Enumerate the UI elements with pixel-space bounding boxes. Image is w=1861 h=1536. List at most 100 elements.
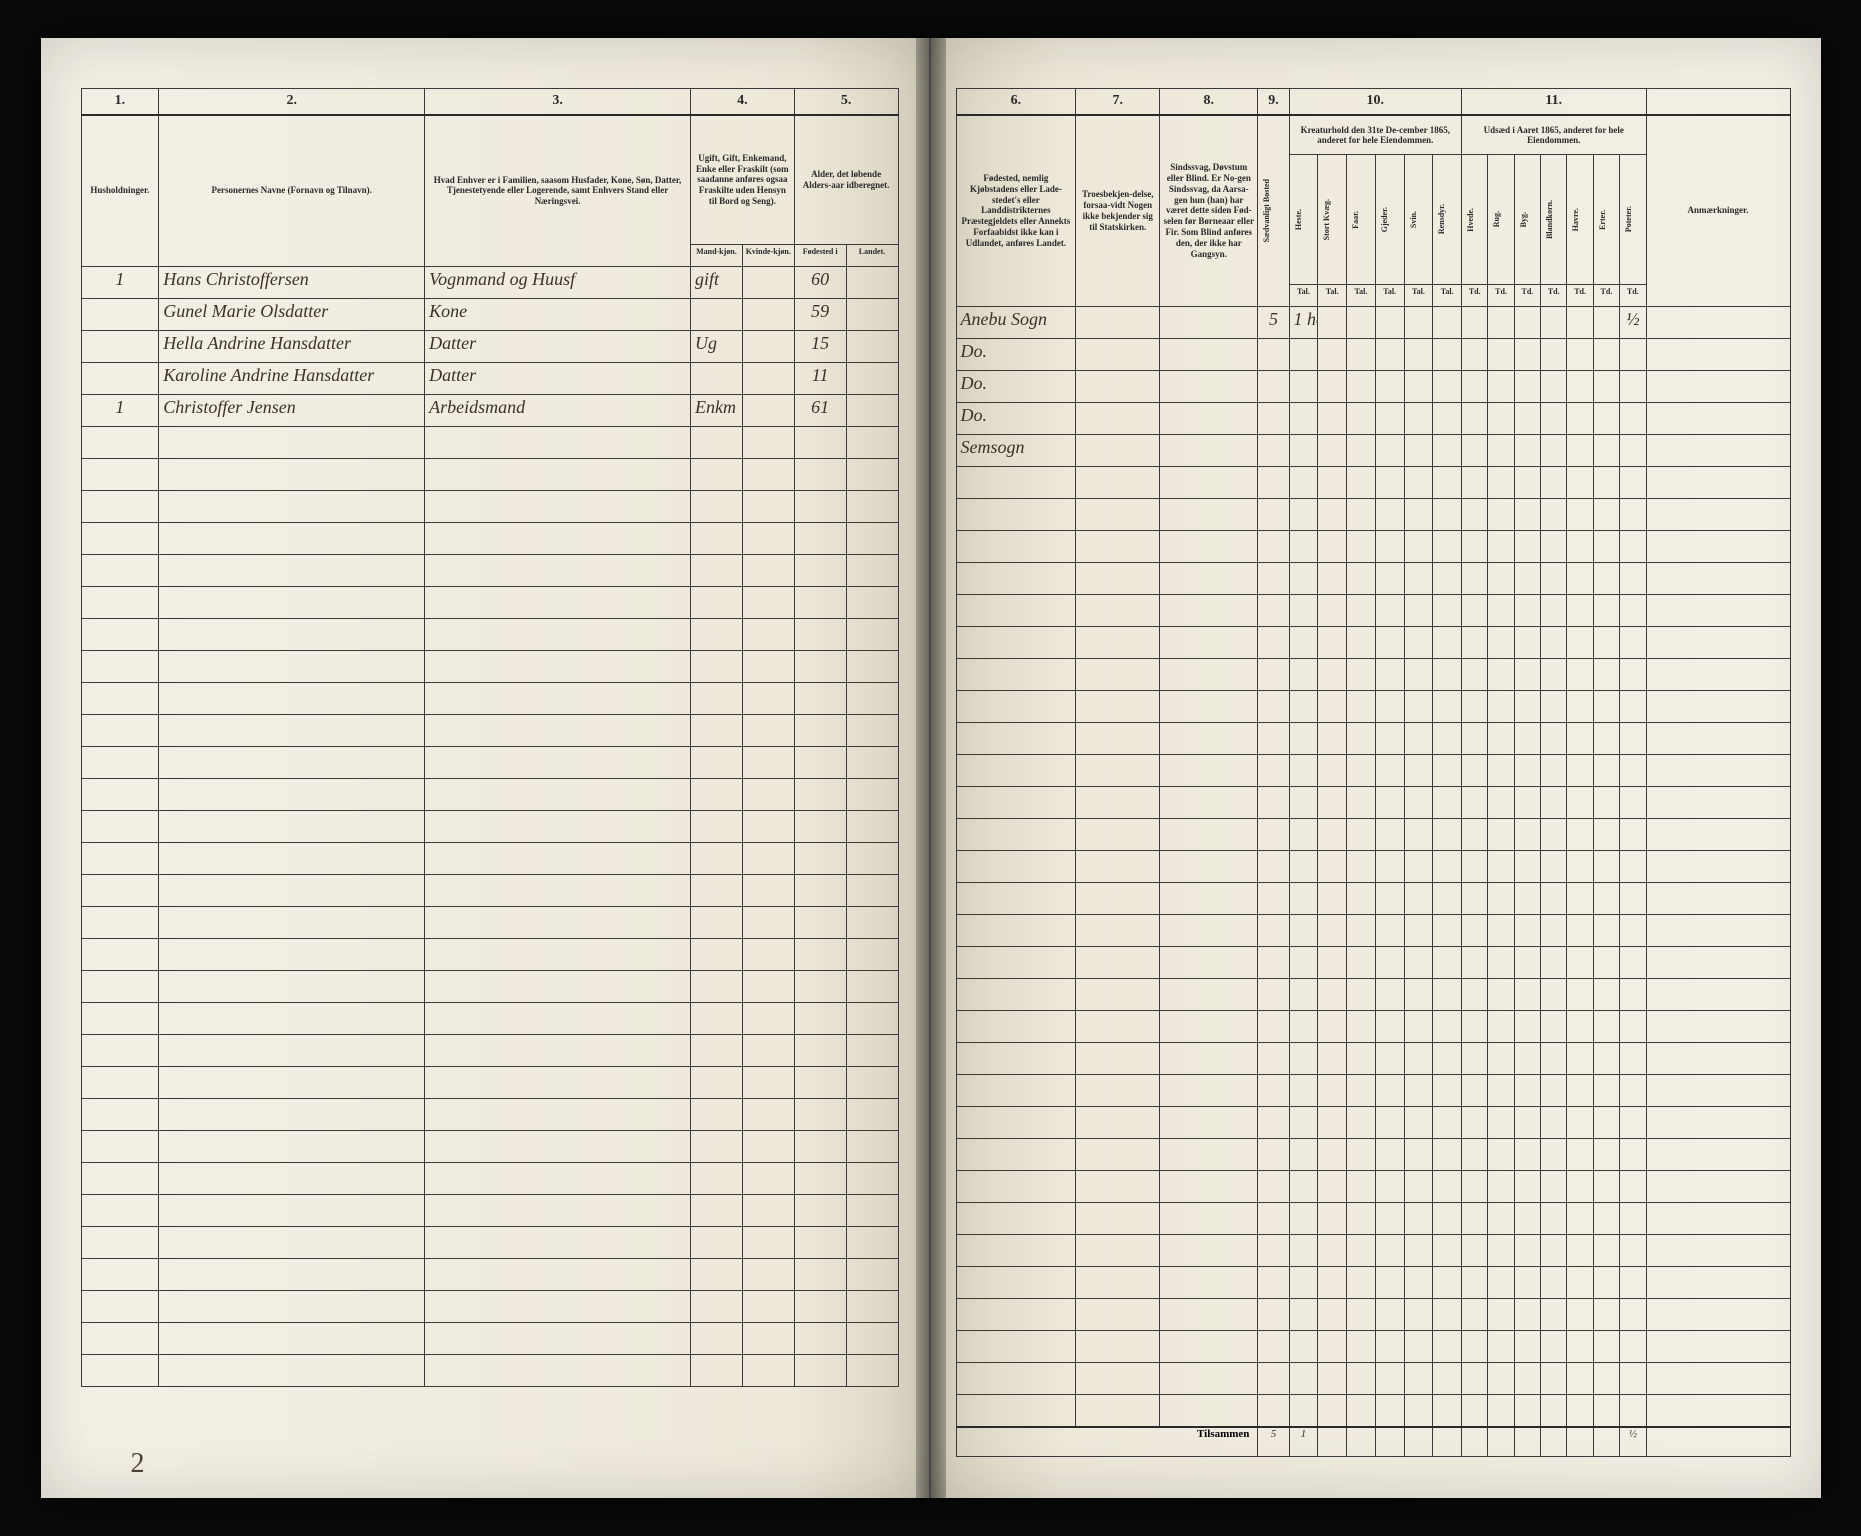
- empty-row: [956, 1011, 1790, 1043]
- empty-row: [956, 467, 1790, 499]
- sub-5a: Fødested i: [794, 245, 846, 267]
- cell-11-7: [1620, 371, 1646, 403]
- cell-birthplace: Anebu Sogn: [956, 307, 1076, 339]
- col-num-7: 7.: [1076, 89, 1160, 115]
- cell-10-1: [1289, 339, 1318, 371]
- sub-11-5: Havre.: [1567, 155, 1593, 285]
- cell-9: [1258, 403, 1289, 435]
- cell-remarks: [1646, 371, 1790, 403]
- header-5: Alder, det løbende Alders-aar idberegnet…: [794, 115, 898, 245]
- sub-10-3: Faar.: [1347, 155, 1376, 285]
- cell-11-x: [1488, 307, 1514, 339]
- cell-status-f: [742, 363, 794, 395]
- cell-10-x: [1347, 307, 1376, 339]
- table-row: Do.: [956, 371, 1790, 403]
- sub-10-6: Rensdyr.: [1433, 155, 1462, 285]
- empty-row: [956, 627, 1790, 659]
- header-4: Ugift, Gift, Enkemand, Enke eller Fraski…: [690, 115, 794, 245]
- unit-11-7: Td.: [1620, 285, 1646, 307]
- cell-10-x: [1404, 371, 1433, 403]
- empty-row: [81, 971, 898, 1003]
- table-row: Gunel Marie OlsdatterKone59: [81, 299, 898, 331]
- cell-status-m: gift: [690, 267, 742, 299]
- unit-11-1: Td.: [1462, 285, 1488, 307]
- sub-10-2: Stort Kvæg.: [1318, 155, 1347, 285]
- cell-10-x: [1404, 307, 1433, 339]
- cell-11-x: [1514, 435, 1540, 467]
- totals-label: Tilsammen: [956, 1427, 1258, 1457]
- sub-11-4: Blandkorn.: [1541, 155, 1567, 285]
- cell-7: [1076, 307, 1160, 339]
- col-num-8: 8.: [1160, 89, 1258, 115]
- cell-11-x: [1593, 307, 1619, 339]
- cell-10-1: [1289, 403, 1318, 435]
- cell-relation: Datter: [425, 331, 691, 363]
- cell-birthplace: Do.: [956, 339, 1076, 371]
- empty-row: [956, 851, 1790, 883]
- empty-row: [81, 715, 898, 747]
- cell-11-x: [1593, 339, 1619, 371]
- empty-row: [81, 1035, 898, 1067]
- col-num-10: 10.: [1289, 89, 1462, 115]
- cell-9: 5: [1258, 307, 1289, 339]
- header-7: Troesbekjen-delse, forsaa-vidt Nogen ikk…: [1076, 115, 1160, 307]
- cell-11-x: [1462, 403, 1488, 435]
- cell-10-x: [1318, 307, 1347, 339]
- cell-11-x: [1541, 435, 1567, 467]
- left-page: 1. 2. 3. 4. 5. Husholdninger. Personerne…: [41, 38, 931, 1498]
- cell-11-x: [1567, 371, 1593, 403]
- empty-row: [956, 1043, 1790, 1075]
- sub-4a: Mand-kjøn.: [690, 245, 742, 267]
- empty-row: [81, 651, 898, 683]
- cell-household: [81, 299, 159, 331]
- cell-10-x: [1375, 403, 1404, 435]
- empty-row: [956, 787, 1790, 819]
- table-row: Hella Andrine HansdatterDatterUg15: [81, 331, 898, 363]
- cell-10-x: [1347, 435, 1376, 467]
- cell-age: 61: [794, 395, 846, 427]
- empty-row: [956, 1299, 1790, 1331]
- empty-row: [81, 427, 898, 459]
- cell-11-x: [1593, 435, 1619, 467]
- empty-row: [81, 1003, 898, 1035]
- cell-status-f: [742, 267, 794, 299]
- unit-10-2: Tal.: [1318, 285, 1347, 307]
- unit-11-3: Td.: [1514, 285, 1540, 307]
- cell-age: 11: [794, 363, 846, 395]
- table-row: 1Hans ChristoffersenVognmand og Huusfgif…: [81, 267, 898, 299]
- cell-11-7: ½: [1620, 307, 1646, 339]
- empty-row: [956, 947, 1790, 979]
- cell-10-x: [1433, 307, 1462, 339]
- cell-10-x: [1347, 403, 1376, 435]
- cell-11-x: [1514, 403, 1540, 435]
- cell-9: [1258, 435, 1289, 467]
- unit-11-4: Td.: [1541, 285, 1567, 307]
- empty-row: [81, 555, 898, 587]
- header-8: Sindssvag, Døvstum eller Blind. Er No-ge…: [1160, 115, 1258, 307]
- empty-row: [81, 939, 898, 971]
- cell-status-m: [690, 363, 742, 395]
- header-10-top: Kreaturhold den 31te De-cember 1865, and…: [1289, 115, 1462, 155]
- col-num-1: 1.: [81, 89, 159, 115]
- cell-10-x: [1375, 307, 1404, 339]
- cell-11-x: [1541, 307, 1567, 339]
- cell-relation: Vognmand og Huusf: [425, 267, 691, 299]
- empty-row: [81, 1163, 898, 1195]
- empty-row: [956, 979, 1790, 1011]
- empty-row: [956, 499, 1790, 531]
- header-9: Sædvanligt Bosted: [1258, 115, 1289, 307]
- cell-10-1: [1289, 371, 1318, 403]
- header-1: Husholdninger.: [81, 115, 159, 267]
- empty-row: [81, 843, 898, 875]
- empty-row: [956, 755, 1790, 787]
- col-num-3: 3.: [425, 89, 691, 115]
- left-table-body: 1Hans ChristoffersenVognmand og Huusfgif…: [81, 267, 898, 1387]
- table-row: Anebu Sogn51 hest½: [956, 307, 1790, 339]
- empty-row: [81, 619, 898, 651]
- total-col9: 5: [1258, 1427, 1289, 1457]
- cell-11-x: [1462, 339, 1488, 371]
- cell-10-x: [1433, 403, 1462, 435]
- cell-birthplace: Do.: [956, 371, 1076, 403]
- empty-row: [956, 819, 1790, 851]
- cell-11-x: [1593, 371, 1619, 403]
